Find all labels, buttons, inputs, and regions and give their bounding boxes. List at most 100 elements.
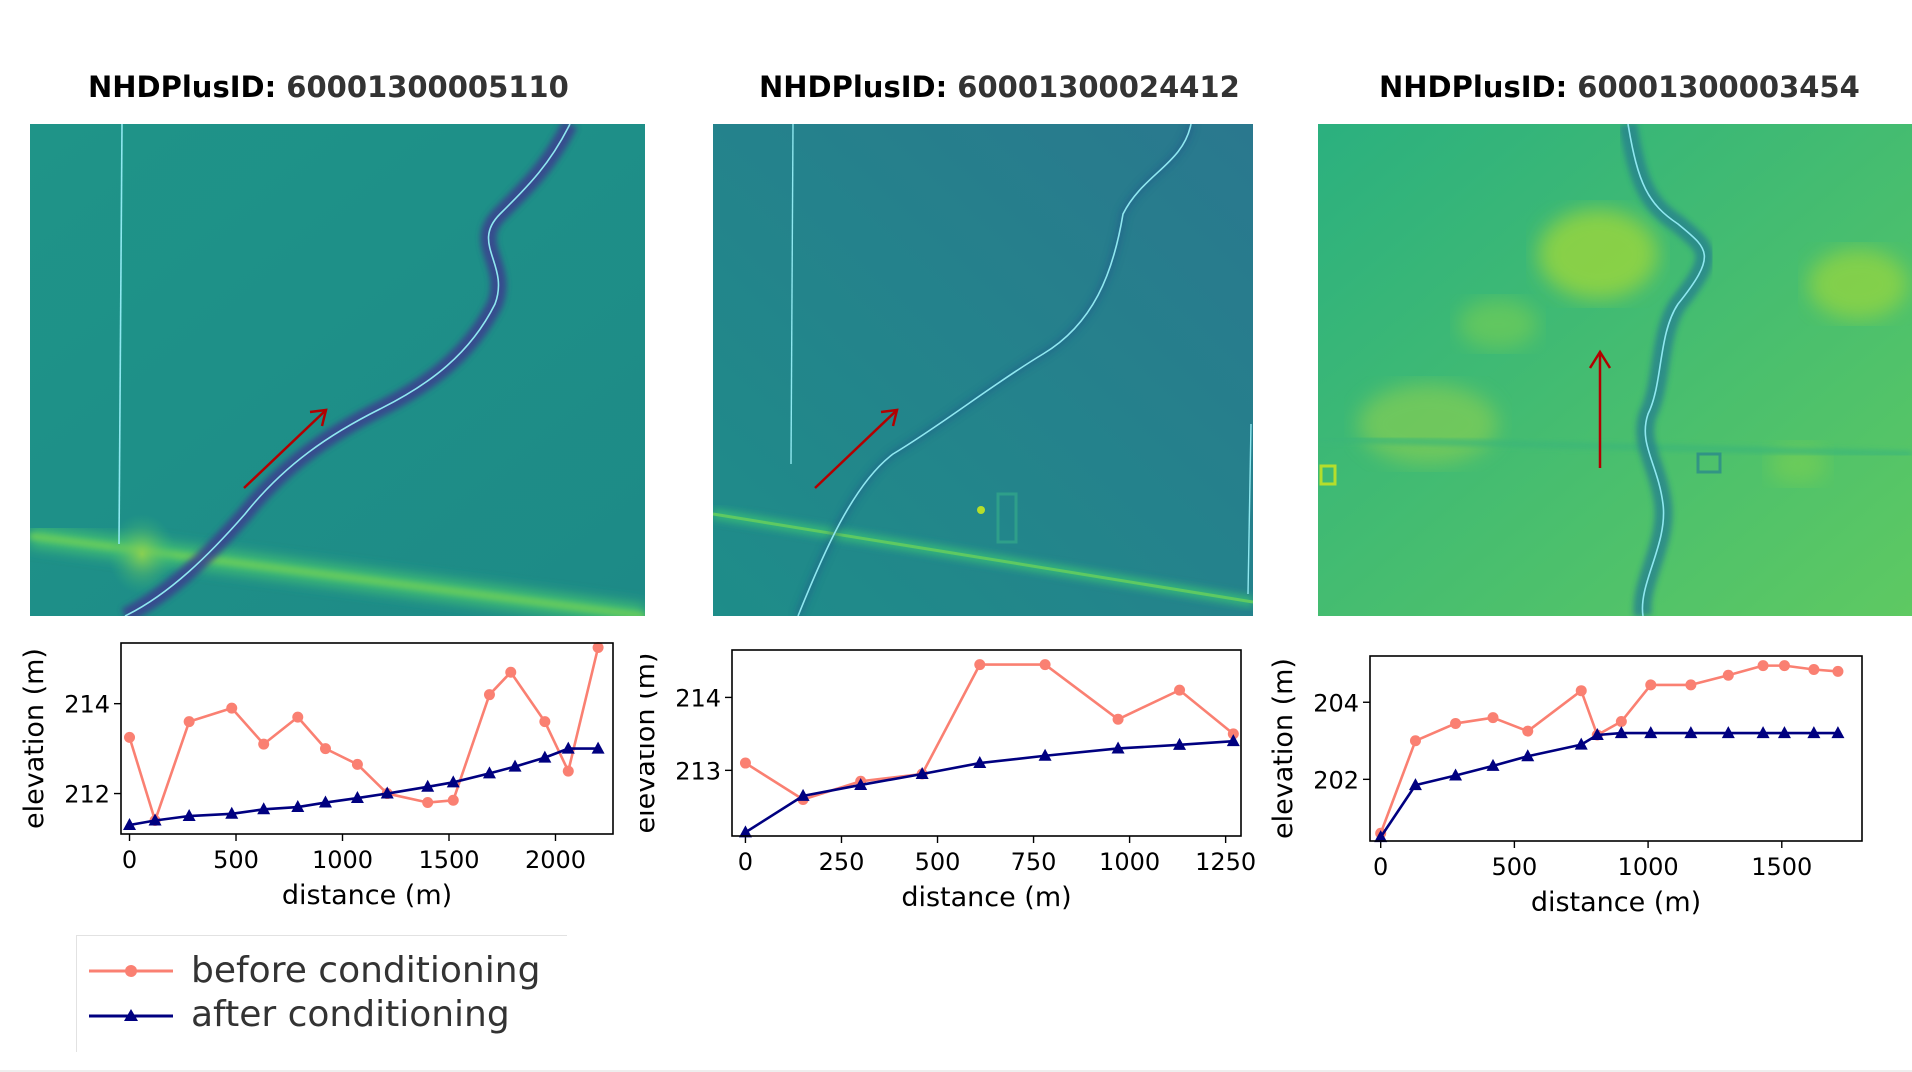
x-tick-label: 250 [819, 848, 865, 876]
flow-arrow-1 [243, 409, 327, 489]
data-point-after [1486, 758, 1500, 771]
legend-entry-before: before conditioning [77, 946, 567, 996]
data-point-after [482, 766, 496, 779]
data-point-after [318, 795, 332, 808]
legend-marker-before [89, 965, 173, 977]
flow-arrow-2 [814, 409, 898, 489]
panel-3-title-id: 60001300003454 [1577, 70, 1860, 104]
data-point-before [1039, 659, 1051, 671]
x-tick-label: 500 [213, 846, 259, 874]
data-point-before [124, 731, 136, 743]
elevation-map-3 [1318, 124, 1912, 616]
plot-frame [1369, 655, 1863, 842]
panel-2-title-key: NHDPlusID: [759, 70, 948, 104]
data-point-before [592, 641, 604, 653]
data-point-before [505, 666, 517, 678]
data-point-after [148, 813, 162, 826]
data-point-before [1645, 679, 1657, 691]
legend-label-before: before conditioning [191, 950, 541, 991]
data-point-after [123, 818, 137, 831]
x-tick-label: 1500 [1751, 853, 1812, 881]
series-line-after [1379, 731, 1838, 838]
elevation-profile-chart-3: 0 500 1000 1500 202 204 distance (m) elevation … [1268, 655, 1863, 918]
data-point-before [562, 765, 574, 777]
y-axis-label: elevation (m) [19, 648, 50, 829]
elevation-map-2 [713, 124, 1253, 616]
data-point-after [538, 750, 552, 763]
data-point-before [292, 711, 304, 723]
data-point-before [1174, 684, 1186, 696]
elevation-map-1 [30, 124, 645, 616]
data-point-before [1522, 725, 1534, 737]
data-point-before [1227, 728, 1239, 740]
data-point-after [1644, 726, 1658, 739]
data-point-after [350, 791, 364, 804]
series-line-after [129, 747, 599, 827]
data-point-before [1808, 663, 1820, 675]
plot-frame [120, 642, 614, 835]
y-tick-label: 214 [64, 691, 110, 719]
legend-entry-after: after conditioning [77, 994, 567, 1048]
data-point-after [1449, 768, 1463, 781]
data-point-after [915, 767, 929, 779]
data-point-after [1038, 748, 1052, 761]
data-point-after [446, 775, 460, 788]
data-point-before [1615, 716, 1627, 728]
data-point-after [854, 777, 868, 790]
x-tick-label: 750 [1011, 848, 1057, 876]
data-point-before [539, 716, 551, 728]
data-point-after [225, 806, 239, 819]
data-point-before [483, 689, 495, 701]
data-point-before [1409, 735, 1421, 747]
data-point-after [508, 759, 522, 772]
panel-2-title-id: 60001300024412 [957, 70, 1240, 104]
panel-1-title: NHDPlusID: 60001300005110 [88, 70, 569, 104]
data-point-after [1807, 726, 1821, 739]
x-axis-label: distance (m) [282, 880, 452, 911]
y-tick-label: 214 [675, 684, 721, 712]
panel-1-title-id: 60001300005110 [286, 70, 569, 104]
y-axis-label: elevation (m) [1268, 658, 1299, 839]
data-point-before [447, 794, 459, 806]
x-tick-label: 1250 [1195, 848, 1256, 876]
x-tick-label: 1500 [418, 846, 479, 874]
data-point-after [1173, 737, 1187, 750]
data-point-after [1684, 726, 1698, 739]
data-point-before [351, 758, 363, 770]
data-point-after [1226, 734, 1240, 747]
data-point-before [974, 659, 986, 671]
data-point-after [973, 756, 987, 769]
data-point-after [591, 741, 605, 754]
x-axis-label: distance (m) [901, 882, 1071, 913]
x-axis-label: distance (m) [1531, 887, 1701, 918]
data-point-before [1832, 665, 1844, 677]
data-point-before [1685, 679, 1697, 691]
data-point-before [1112, 713, 1124, 725]
data-point-before [1778, 660, 1790, 672]
elevation-profile-chart-2: 0 250 500 750 1000 1250 213 214 distance (m) elev… [640, 649, 1256, 913]
data-point-after [1111, 741, 1125, 754]
series-line-after [744, 739, 1234, 834]
series-line-before [744, 663, 1235, 801]
data-point-after [738, 825, 752, 838]
x-tick-label: 0 [1373, 853, 1388, 881]
data-point-before [422, 797, 434, 809]
y-tick-label: 213 [675, 757, 721, 785]
data-point-after [1374, 830, 1388, 843]
data-point-before [1487, 712, 1499, 724]
data-point-after [1756, 726, 1770, 739]
x-tick-label: 0 [738, 848, 753, 876]
series-line-before [1379, 664, 1839, 834]
y-tick-label: 202 [1313, 766, 1359, 794]
x-tick-label: 1000 [1618, 853, 1679, 881]
data-point-after [380, 786, 394, 799]
y-axis-label: elevation (m) [640, 653, 661, 834]
panel-1-title-key: NHDPlusID: [88, 70, 277, 104]
data-point-before [1722, 669, 1734, 681]
data-point-before [1575, 685, 1587, 697]
data-point-before [258, 738, 270, 750]
data-point-after [1408, 778, 1422, 791]
data-point-after [1614, 726, 1628, 739]
data-point-after [257, 802, 271, 815]
data-point-after [182, 809, 196, 822]
